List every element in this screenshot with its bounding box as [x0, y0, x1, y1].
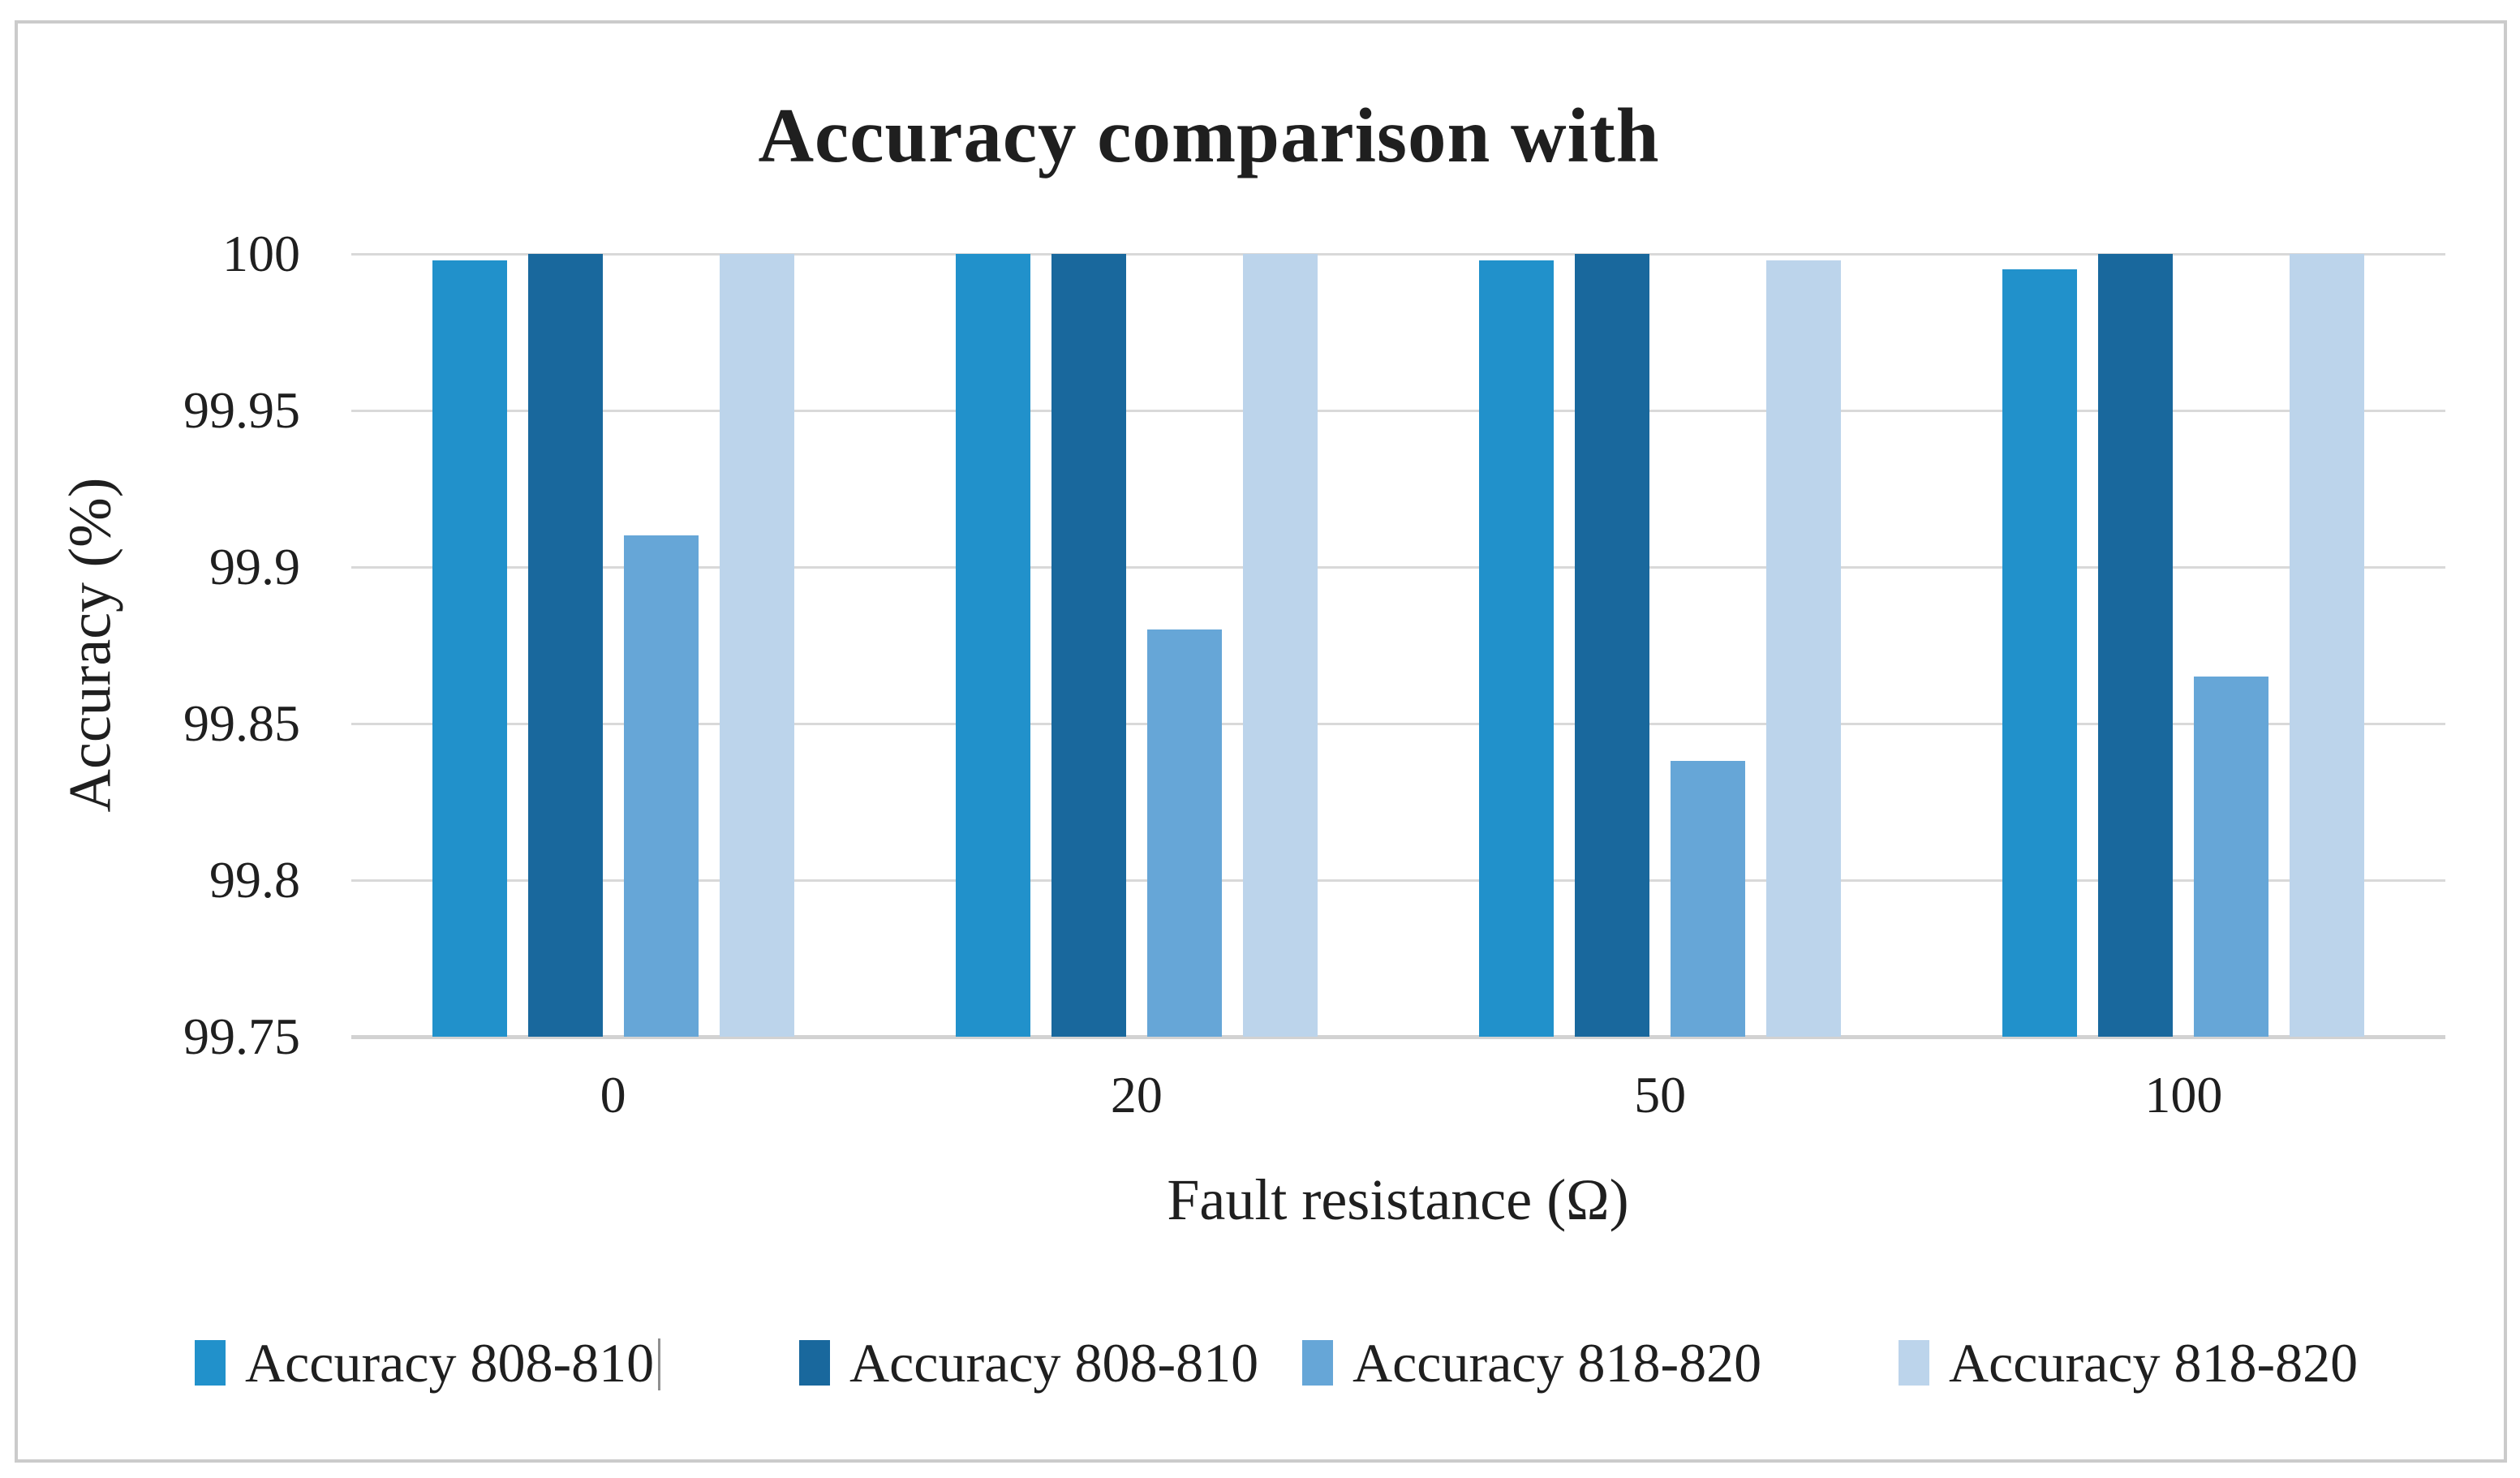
- legend-label: Accuracy 818-820: [1352, 1331, 1762, 1394]
- bar-accuracy-808-810-x0: [432, 260, 507, 1037]
- legend-divider-artifact: [658, 1338, 660, 1390]
- bar-accuracy-808-810-x20: [1051, 254, 1126, 1037]
- x-tick-label: 20: [1110, 1066, 1163, 1124]
- gridline: [351, 879, 2445, 882]
- y-tick-label: 100: [222, 225, 300, 282]
- bar-accuracy-808-810-x100: [2002, 269, 2078, 1037]
- gridline: [351, 252, 2445, 256]
- y-tick-label: 99.8: [209, 851, 300, 909]
- legend-swatch-icon: [195, 1340, 226, 1386]
- bar-accuracy-808-810-x20: [955, 254, 1030, 1037]
- legend-item: Accuracy 808-810: [195, 1321, 654, 1405]
- bar-accuracy-818-820-x50: [1766, 260, 1842, 1037]
- legend-label: Accuracy 808-810: [849, 1331, 1259, 1394]
- legend-swatch-icon: [1302, 1340, 1333, 1386]
- bar-accuracy-818-820-x100: [2290, 254, 2365, 1037]
- bar-accuracy-808-810-x0: [527, 254, 603, 1037]
- bar-accuracy-818-820-x20: [1242, 254, 1318, 1037]
- gridline: [351, 722, 2445, 725]
- bar-accuracy-818-820-x0: [719, 254, 794, 1037]
- x-tick-label: 50: [1634, 1066, 1687, 1124]
- x-tick-label: 100: [2144, 1066, 2223, 1124]
- gridline: [351, 409, 2445, 412]
- bar-accuracy-818-820-x20: [1146, 629, 1222, 1037]
- figure-border: [15, 20, 2507, 1463]
- chart-title: Accuracy comparison with: [758, 92, 1660, 178]
- legend-item: Accuracy 818-820: [1899, 1321, 2358, 1405]
- y-tick-label: 99.85: [183, 694, 300, 752]
- x-axis-line: [351, 1035, 2445, 1039]
- bar-accuracy-808-810-x50: [1479, 260, 1555, 1037]
- gridline: [351, 565, 2445, 569]
- x-tick-label: 0: [600, 1066, 626, 1124]
- legend-label: Accuracy 818-820: [1949, 1331, 2359, 1394]
- bar-accuracy-818-820-x50: [1671, 761, 1746, 1037]
- legend-swatch-icon: [799, 1340, 830, 1386]
- legend-item: Accuracy 808-810: [799, 1321, 1258, 1405]
- y-tick-label: 99.9: [209, 538, 300, 595]
- y-tick-label: 99.75: [183, 1008, 300, 1065]
- x-axis-title: Fault resistance (Ω): [1167, 1167, 1629, 1232]
- bar-accuracy-818-820-x0: [623, 535, 699, 1037]
- bar-accuracy-808-810-x50: [1575, 254, 1650, 1037]
- y-axis-title: Accuracy (%): [57, 477, 124, 813]
- legend-label: Accuracy 808-810: [245, 1331, 655, 1394]
- legend: Accuracy 808-810 Accuracy 808-810 Accuracy…: [0, 1321, 2520, 1405]
- legend-swatch-icon: [1899, 1340, 1929, 1386]
- bar-accuracy-808-810-x100: [2098, 254, 2174, 1037]
- bar-accuracy-818-820-x100: [2194, 677, 2269, 1037]
- y-tick-label: 99.95: [183, 381, 300, 439]
- legend-item: Accuracy 818-820: [1302, 1321, 1761, 1405]
